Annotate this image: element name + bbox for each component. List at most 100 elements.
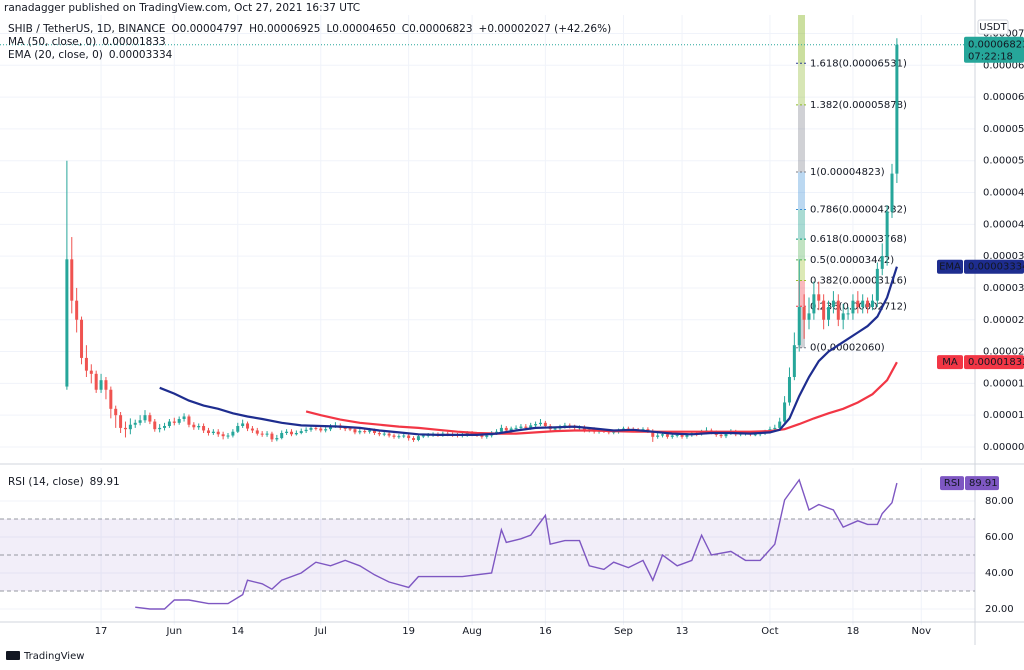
candle-body [416,436,420,440]
candle-body [192,424,196,428]
rsi-line [135,478,898,610]
y-tick-label: 0.00002500 [983,315,1024,326]
candle-body [187,416,191,425]
candle-body [255,430,259,434]
candle-body [822,300,826,320]
indicator-tag [964,259,1024,274]
indicator-tag-value: 0.00003334 [968,262,1024,273]
candle-body [495,431,499,433]
symbol: SHIB / TetherUS, 1D, BINANCE [8,23,165,35]
candle-body [612,431,616,433]
x-tick-label: 19 [402,626,415,637]
candle-body [797,307,801,346]
candle-body [377,432,381,435]
candle-body [670,435,674,437]
candle-body [480,434,484,437]
candle-body [519,426,523,428]
price-tag [964,36,1024,63]
ohlc-value: C0.00006823 [402,23,473,35]
candle-body [202,426,206,431]
fib-zone [798,15,805,64]
candle-body [778,421,782,428]
indicator-name: MA (50, close, 0) [8,36,96,48]
candle-body [270,433,274,440]
candle-body [123,427,127,430]
ohlc-value: L0.00004650 [326,23,395,35]
candle-body [661,434,665,436]
candle-body [84,357,88,371]
rsi-tag [965,476,999,491]
x-tick-label: Jul [314,626,327,637]
candle-body [163,426,167,428]
fib-zone [798,171,805,210]
candle-body [553,428,557,430]
fib-label: 0(0.00002060) [810,343,885,354]
fib-zone [798,63,805,105]
candle-body [836,300,840,320]
candle-body [294,432,298,435]
indicator-tag-name: MA [942,357,958,368]
candle-body [280,432,284,439]
y-tick-label: 0.00001500 [983,378,1024,389]
candle-body [172,421,176,423]
x-tick-label: 17 [95,626,108,637]
candle-body [119,415,123,428]
candle-body [324,429,328,431]
candle-body [319,428,323,431]
y-tick-label: 0.00005000 [983,156,1024,167]
candle-body [148,415,152,422]
indicator-name: EMA (20, close, 0) [8,49,103,61]
candle-body [236,426,240,432]
candle-body [133,422,137,425]
rsi-tag-name: RSI [944,478,960,489]
candle-body [753,434,757,436]
indicator-tag [964,355,1024,370]
y-tick-label: 0.00006000 [983,92,1024,103]
candle-body [402,435,406,437]
currency-box [977,19,1009,35]
x-tick-label: Jun [165,626,182,637]
candle-body [104,380,108,390]
candle-body [397,436,401,438]
y-tick-label: 0.00004500 [983,188,1024,199]
candle-body [685,434,689,437]
candle-body [504,427,508,431]
candle-body [348,428,352,430]
countdown: 07:22:18 [968,52,1013,63]
candle-body [665,434,669,437]
currency: USDT [979,22,1007,33]
candle-body [817,294,821,301]
y-tick-label: 0.00004000 [983,219,1024,230]
candle-body [412,438,416,440]
candle-body [241,423,245,427]
candle-body [890,173,894,212]
rsi-tick-label: 40.00 [985,568,1014,579]
rsi-tick-label: 60.00 [985,532,1014,543]
candle-body [880,256,884,269]
candle-body [246,423,250,429]
candle-body [299,431,303,433]
candle-body [329,426,333,430]
candle-body [724,432,728,437]
candle-body [582,427,586,431]
candle-body [153,421,157,430]
candle-body [831,300,835,308]
candle-body [787,377,791,403]
x-tick-label: 16 [539,626,552,637]
x-tick-label: Sep [614,626,633,637]
candle-body [94,373,98,390]
candle-body [651,431,655,437]
candle-body [158,427,162,430]
fib-zone [798,306,805,348]
candle-body [675,434,679,436]
candle-body [846,313,850,315]
y-tick-label: 0.00003500 [983,251,1024,262]
candle-body [138,420,142,423]
fib-label: 0.5(0.00003442) [810,255,894,266]
candle-body [499,427,503,432]
candle-body [75,300,79,320]
candle-body [143,415,147,421]
candle-body [372,430,376,433]
fib-zone [798,209,805,240]
